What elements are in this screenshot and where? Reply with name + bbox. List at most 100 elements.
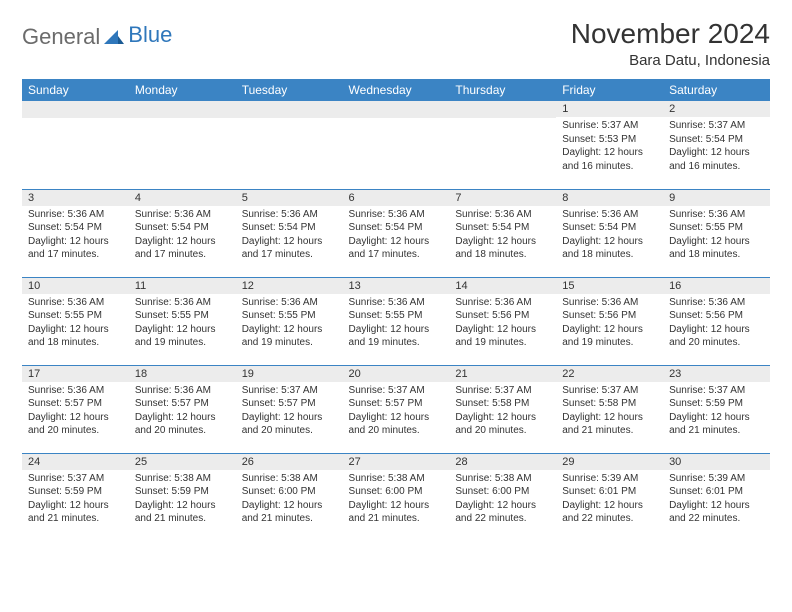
- sunset-text: Sunset: 5:59 PM: [28, 485, 123, 499]
- day-number: 5: [236, 190, 343, 206]
- daylight-text: Daylight: 12 hours and 19 minutes.: [242, 323, 337, 350]
- day-info: Sunrise: 5:36 AMSunset: 5:54 PMDaylight:…: [236, 206, 343, 266]
- day-number: 19: [236, 366, 343, 382]
- day-info: Sunrise: 5:37 AMSunset: 5:54 PMDaylight:…: [663, 117, 770, 177]
- day-info: Sunrise: 5:36 AMSunset: 5:54 PMDaylight:…: [22, 206, 129, 266]
- daylight-text: Daylight: 12 hours and 17 minutes.: [28, 235, 123, 262]
- day-number: 2: [663, 101, 770, 117]
- calendar-table: SundayMondayTuesdayWednesdayThursdayFrid…: [22, 79, 770, 541]
- day-number: 4: [129, 190, 236, 206]
- daylight-text: Daylight: 12 hours and 19 minutes.: [455, 323, 550, 350]
- daylight-text: Daylight: 12 hours and 20 minutes.: [669, 323, 764, 350]
- day-header: Saturday: [663, 79, 770, 101]
- daylight-text: Daylight: 12 hours and 20 minutes.: [455, 411, 550, 438]
- calendar-day-cell: 9Sunrise: 5:36 AMSunset: 5:55 PMDaylight…: [663, 189, 770, 277]
- sunrise-text: Sunrise: 5:39 AM: [562, 472, 657, 486]
- day-number: 15: [556, 278, 663, 294]
- sunrise-text: Sunrise: 5:38 AM: [455, 472, 550, 486]
- calendar-header-row: SundayMondayTuesdayWednesdayThursdayFrid…: [22, 79, 770, 101]
- sunrise-text: Sunrise: 5:36 AM: [28, 208, 123, 222]
- sunrise-text: Sunrise: 5:37 AM: [669, 119, 764, 133]
- sunrise-text: Sunrise: 5:36 AM: [349, 296, 444, 310]
- sunrise-text: Sunrise: 5:38 AM: [242, 472, 337, 486]
- day-info: Sunrise: 5:36 AMSunset: 5:56 PMDaylight:…: [449, 294, 556, 354]
- day-info: Sunrise: 5:39 AMSunset: 6:01 PMDaylight:…: [663, 470, 770, 530]
- day-number: 29: [556, 454, 663, 470]
- daylight-text: Daylight: 12 hours and 18 minutes.: [28, 323, 123, 350]
- day-number: 24: [22, 454, 129, 470]
- sunrise-text: Sunrise: 5:36 AM: [28, 296, 123, 310]
- sunset-text: Sunset: 5:54 PM: [669, 133, 764, 147]
- daylight-text: Daylight: 12 hours and 21 minutes.: [349, 499, 444, 526]
- calendar-day-cell: [449, 101, 556, 189]
- sunrise-text: Sunrise: 5:36 AM: [135, 208, 230, 222]
- day-number: [449, 101, 556, 118]
- sunrise-text: Sunrise: 5:36 AM: [28, 384, 123, 398]
- sunset-text: Sunset: 5:53 PM: [562, 133, 657, 147]
- sunset-text: Sunset: 5:56 PM: [669, 309, 764, 323]
- day-number: 6: [343, 190, 450, 206]
- day-number: 9: [663, 190, 770, 206]
- sunset-text: Sunset: 6:01 PM: [562, 485, 657, 499]
- calendar-day-cell: 27Sunrise: 5:38 AMSunset: 6:00 PMDayligh…: [343, 453, 450, 541]
- calendar-week-row: 17Sunrise: 5:36 AMSunset: 5:57 PMDayligh…: [22, 365, 770, 453]
- day-number: [236, 101, 343, 118]
- day-info: Sunrise: 5:37 AMSunset: 5:57 PMDaylight:…: [236, 382, 343, 442]
- sunrise-text: Sunrise: 5:36 AM: [242, 296, 337, 310]
- daylight-text: Daylight: 12 hours and 19 minutes.: [135, 323, 230, 350]
- sunset-text: Sunset: 5:55 PM: [28, 309, 123, 323]
- sunrise-text: Sunrise: 5:37 AM: [349, 384, 444, 398]
- day-info: Sunrise: 5:36 AMSunset: 5:54 PMDaylight:…: [556, 206, 663, 266]
- page-title: November 2024: [571, 18, 770, 50]
- day-header: Tuesday: [236, 79, 343, 101]
- day-number: [129, 101, 236, 118]
- calendar-day-cell: 17Sunrise: 5:36 AMSunset: 5:57 PMDayligh…: [22, 365, 129, 453]
- sunset-text: Sunset: 6:00 PM: [242, 485, 337, 499]
- title-block: November 2024 Bara Datu, Indonesia: [571, 18, 770, 69]
- calendar-day-cell: [129, 101, 236, 189]
- day-info: Sunrise: 5:36 AMSunset: 5:56 PMDaylight:…: [556, 294, 663, 354]
- daylight-text: Daylight: 12 hours and 19 minutes.: [562, 323, 657, 350]
- calendar-week-row: 10Sunrise: 5:36 AMSunset: 5:55 PMDayligh…: [22, 277, 770, 365]
- day-number: 22: [556, 366, 663, 382]
- sunset-text: Sunset: 5:57 PM: [28, 397, 123, 411]
- calendar-body: 1Sunrise: 5:37 AMSunset: 5:53 PMDaylight…: [22, 101, 770, 541]
- logo-sail-icon: [104, 24, 124, 50]
- day-info: Sunrise: 5:37 AMSunset: 5:59 PMDaylight:…: [663, 382, 770, 442]
- day-info: Sunrise: 5:38 AMSunset: 6:00 PMDaylight:…: [343, 470, 450, 530]
- calendar-day-cell: 8Sunrise: 5:36 AMSunset: 5:54 PMDaylight…: [556, 189, 663, 277]
- day-info: Sunrise: 5:37 AMSunset: 5:58 PMDaylight:…: [556, 382, 663, 442]
- sunrise-text: Sunrise: 5:37 AM: [562, 119, 657, 133]
- calendar-day-cell: 13Sunrise: 5:36 AMSunset: 5:55 PMDayligh…: [343, 277, 450, 365]
- sunset-text: Sunset: 5:54 PM: [135, 221, 230, 235]
- daylight-text: Daylight: 12 hours and 16 minutes.: [562, 146, 657, 173]
- calendar-day-cell: 2Sunrise: 5:37 AMSunset: 5:54 PMDaylight…: [663, 101, 770, 189]
- sunset-text: Sunset: 5:57 PM: [135, 397, 230, 411]
- daylight-text: Daylight: 12 hours and 17 minutes.: [349, 235, 444, 262]
- sunset-text: Sunset: 5:59 PM: [669, 397, 764, 411]
- sunset-text: Sunset: 5:59 PM: [135, 485, 230, 499]
- day-info: Sunrise: 5:36 AMSunset: 5:55 PMDaylight:…: [22, 294, 129, 354]
- day-header: Sunday: [22, 79, 129, 101]
- calendar-day-cell: [343, 101, 450, 189]
- day-number: 7: [449, 190, 556, 206]
- daylight-text: Daylight: 12 hours and 20 minutes.: [349, 411, 444, 438]
- daylight-text: Daylight: 12 hours and 20 minutes.: [135, 411, 230, 438]
- location-subtitle: Bara Datu, Indonesia: [571, 52, 770, 69]
- day-header: Monday: [129, 79, 236, 101]
- day-info: Sunrise: 5:39 AMSunset: 6:01 PMDaylight:…: [556, 470, 663, 530]
- daylight-text: Daylight: 12 hours and 19 minutes.: [349, 323, 444, 350]
- day-header: Friday: [556, 79, 663, 101]
- day-info: Sunrise: 5:36 AMSunset: 5:54 PMDaylight:…: [129, 206, 236, 266]
- sunrise-text: Sunrise: 5:37 AM: [669, 384, 764, 398]
- sunset-text: Sunset: 6:00 PM: [455, 485, 550, 499]
- day-number: 8: [556, 190, 663, 206]
- sunset-text: Sunset: 5:54 PM: [562, 221, 657, 235]
- day-info: Sunrise: 5:36 AMSunset: 5:55 PMDaylight:…: [663, 206, 770, 266]
- day-info: Sunrise: 5:37 AMSunset: 5:58 PMDaylight:…: [449, 382, 556, 442]
- daylight-text: Daylight: 12 hours and 21 minutes.: [242, 499, 337, 526]
- sunset-text: Sunset: 5:56 PM: [562, 309, 657, 323]
- day-number: 23: [663, 366, 770, 382]
- calendar-week-row: 24Sunrise: 5:37 AMSunset: 5:59 PMDayligh…: [22, 453, 770, 541]
- day-number: 21: [449, 366, 556, 382]
